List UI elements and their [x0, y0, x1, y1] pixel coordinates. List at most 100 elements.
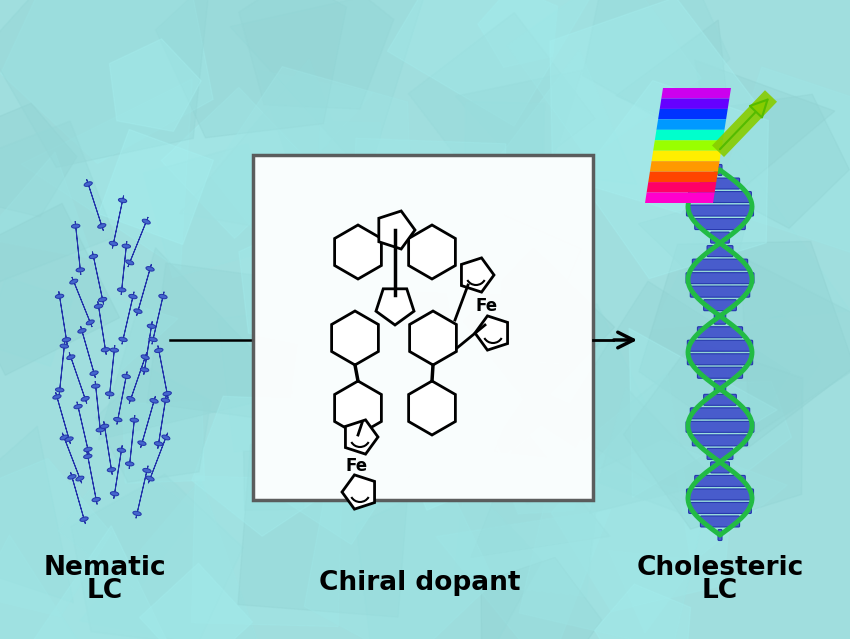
Polygon shape — [115, 197, 126, 250]
Polygon shape — [98, 302, 106, 355]
Polygon shape — [70, 354, 85, 398]
FancyBboxPatch shape — [686, 421, 754, 433]
Polygon shape — [645, 192, 715, 203]
Polygon shape — [409, 225, 456, 279]
Polygon shape — [0, 426, 73, 603]
Polygon shape — [160, 348, 170, 401]
Polygon shape — [160, 397, 168, 450]
FancyBboxPatch shape — [711, 232, 729, 243]
Ellipse shape — [110, 491, 119, 496]
Polygon shape — [75, 221, 81, 275]
Polygon shape — [21, 79, 192, 270]
Polygon shape — [210, 66, 412, 277]
Polygon shape — [147, 263, 306, 422]
Polygon shape — [124, 294, 136, 346]
Polygon shape — [0, 535, 82, 639]
Polygon shape — [350, 138, 506, 294]
Polygon shape — [21, 526, 181, 639]
FancyBboxPatch shape — [698, 327, 743, 338]
FancyBboxPatch shape — [694, 219, 745, 229]
Polygon shape — [130, 417, 134, 463]
Polygon shape — [335, 381, 382, 435]
Polygon shape — [507, 0, 701, 158]
FancyBboxPatch shape — [688, 354, 752, 365]
Polygon shape — [122, 401, 205, 483]
Polygon shape — [111, 347, 116, 401]
Polygon shape — [715, 67, 850, 254]
Polygon shape — [672, 441, 787, 564]
Polygon shape — [87, 452, 97, 505]
Polygon shape — [0, 121, 115, 282]
Polygon shape — [647, 182, 717, 192]
Ellipse shape — [101, 348, 110, 352]
Polygon shape — [695, 381, 791, 473]
Text: Nematic: Nematic — [43, 555, 167, 581]
Text: LC: LC — [702, 578, 738, 604]
Polygon shape — [218, 302, 367, 452]
Polygon shape — [116, 371, 127, 424]
Polygon shape — [616, 20, 733, 146]
FancyBboxPatch shape — [704, 300, 736, 311]
Polygon shape — [455, 249, 615, 408]
Polygon shape — [71, 474, 243, 639]
Ellipse shape — [122, 244, 131, 248]
Polygon shape — [440, 273, 586, 434]
Polygon shape — [123, 243, 129, 297]
Polygon shape — [77, 403, 88, 449]
Polygon shape — [150, 434, 167, 477]
Ellipse shape — [70, 279, 77, 284]
Ellipse shape — [126, 462, 134, 466]
Ellipse shape — [149, 337, 157, 342]
Polygon shape — [639, 242, 850, 447]
Ellipse shape — [114, 417, 122, 422]
Polygon shape — [192, 396, 337, 536]
Ellipse shape — [74, 404, 82, 409]
FancyBboxPatch shape — [690, 286, 750, 297]
Polygon shape — [1, 0, 213, 164]
Polygon shape — [80, 479, 263, 639]
Polygon shape — [409, 381, 456, 435]
Polygon shape — [100, 294, 178, 374]
Ellipse shape — [76, 268, 84, 272]
Polygon shape — [72, 277, 92, 327]
Polygon shape — [150, 435, 170, 485]
Polygon shape — [104, 423, 111, 469]
Ellipse shape — [76, 476, 84, 481]
Polygon shape — [638, 191, 755, 308]
Polygon shape — [112, 196, 123, 249]
Polygon shape — [239, 217, 369, 350]
Polygon shape — [139, 266, 154, 318]
Ellipse shape — [60, 344, 69, 348]
Polygon shape — [158, 396, 167, 449]
Polygon shape — [94, 254, 105, 307]
Text: LC: LC — [87, 578, 123, 604]
Text: Cholesteric: Cholesteric — [637, 555, 803, 581]
Polygon shape — [95, 383, 100, 429]
Polygon shape — [656, 119, 726, 130]
Polygon shape — [162, 88, 312, 238]
Ellipse shape — [62, 337, 71, 342]
Polygon shape — [143, 398, 157, 450]
Polygon shape — [346, 373, 436, 463]
Polygon shape — [456, 70, 583, 193]
Text: Fe: Fe — [346, 457, 368, 475]
Polygon shape — [652, 151, 721, 161]
Polygon shape — [88, 181, 105, 233]
Polygon shape — [304, 474, 495, 639]
Polygon shape — [239, 0, 394, 109]
Polygon shape — [154, 294, 166, 346]
Ellipse shape — [117, 448, 126, 452]
Polygon shape — [319, 122, 380, 183]
Ellipse shape — [71, 224, 80, 228]
Polygon shape — [109, 345, 115, 399]
Ellipse shape — [130, 418, 139, 422]
Ellipse shape — [65, 437, 73, 442]
Polygon shape — [76, 222, 80, 269]
Polygon shape — [129, 415, 135, 469]
Polygon shape — [144, 144, 277, 277]
Polygon shape — [725, 314, 820, 412]
Polygon shape — [72, 474, 88, 526]
Polygon shape — [110, 39, 201, 132]
FancyBboxPatch shape — [690, 408, 750, 419]
Polygon shape — [131, 355, 149, 406]
